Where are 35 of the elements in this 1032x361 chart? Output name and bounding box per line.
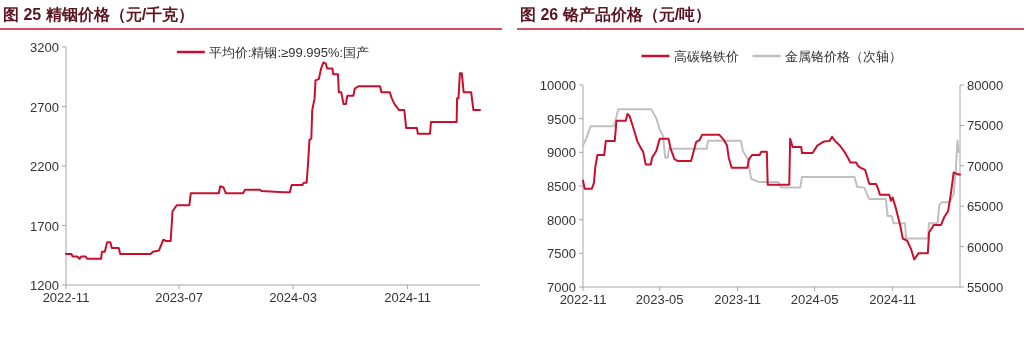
- y-tick-label: 7500: [547, 246, 576, 262]
- y2-tick-label: 75000: [967, 118, 1004, 134]
- chart-title: 图 26 铬产品价格（元/吨）: [520, 6, 712, 24]
- y-tick-label: 2700: [30, 99, 59, 115]
- y2-tick-label: 65000: [967, 199, 1004, 215]
- y-tick-label: 2200: [30, 159, 59, 174]
- y-tick-label: 10000: [539, 78, 576, 93]
- line-series: [65, 61, 481, 260]
- x-tick-label: 2023-07: [155, 290, 203, 305]
- y-tick-label: 9500: [547, 111, 576, 127]
- line-series: [582, 112, 961, 261]
- x-tick-label: 2024-05: [790, 292, 839, 307]
- legend-label: 平均价:精铟:≥99.995%:国产: [208, 45, 370, 60]
- y2-tick-label: 70000: [967, 158, 1004, 174]
- legend-label: 高碳铬铁价: [673, 49, 739, 64]
- x-tick-label: 2023-05: [635, 292, 684, 307]
- line-series: [582, 108, 960, 240]
- y-tick-label: 1200: [30, 278, 59, 293]
- x-tick-label: 2024-11: [384, 290, 431, 305]
- y2-tick-label: 60000: [967, 239, 1004, 255]
- y-tick-label: 7000: [547, 280, 576, 295]
- x-tick-label: 2022-11: [559, 292, 607, 307]
- x-tick-label: 2023-11: [714, 292, 761, 307]
- y-tick-label: 8500: [547, 179, 576, 194]
- legend-label: 金属铬价格（次轴）: [784, 49, 902, 64]
- y2-tick-label: 80000: [967, 78, 1004, 93]
- x-tick-label: 2024-11: [869, 292, 917, 307]
- x-tick-label: 2024-03: [269, 290, 317, 305]
- x-tick-label: 2022-11: [42, 290, 90, 305]
- y2-tick-label: 55000: [967, 280, 1004, 295]
- y-tick-label: 9000: [547, 145, 576, 161]
- y-tick-label: 3200: [30, 40, 59, 55]
- y-tick-label: 8000: [547, 212, 576, 228]
- y-tick-label: 1700: [30, 218, 59, 234]
- chart-title: 图 25 精铟价格（元/千克）: [3, 6, 195, 24]
